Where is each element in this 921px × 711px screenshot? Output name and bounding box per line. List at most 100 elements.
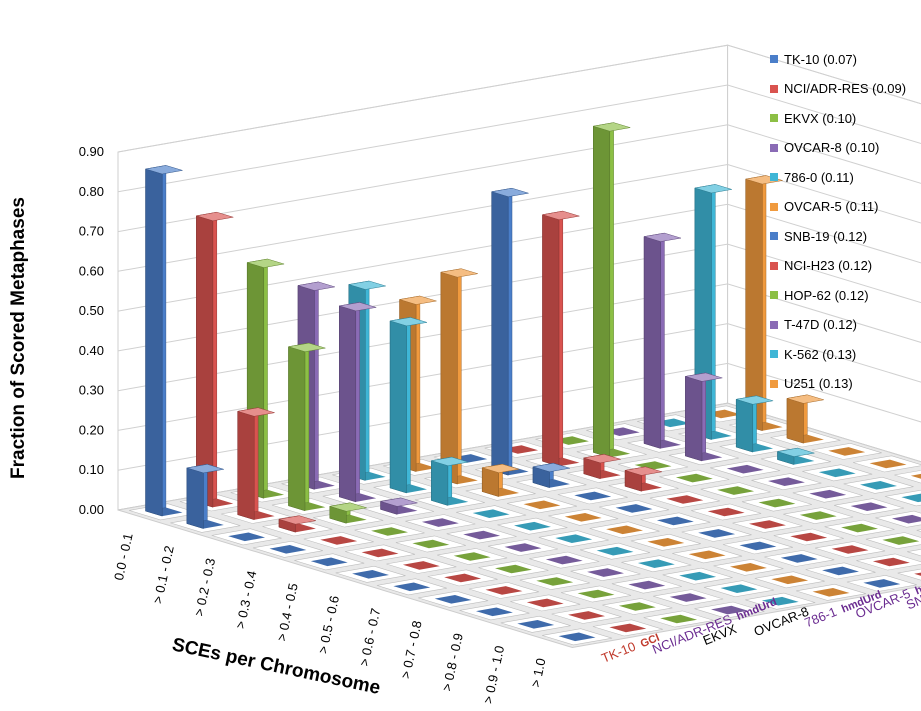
floor-swatch (526, 598, 564, 608)
floor-swatch (711, 605, 748, 615)
floor-swatch (517, 620, 555, 629)
floor-swatch (472, 509, 510, 518)
bar (685, 372, 723, 462)
gridline (117, 323, 921, 431)
legend-swatch (770, 232, 778, 240)
y-tick-label: 0.20 (79, 422, 104, 437)
legend-label: SNB-19 (0.12) (784, 228, 868, 244)
floor-swatch (495, 564, 532, 574)
floor-swatch (688, 550, 726, 560)
x-tick-label: > 0.2 - 0.3 (191, 557, 218, 618)
bar (186, 464, 224, 529)
floor-swatch (476, 607, 513, 617)
legend-item: EKVX (0.10) (770, 109, 856, 127)
gridline (117, 283, 921, 392)
floor-swatch (402, 561, 440, 570)
floor-swatch (730, 563, 767, 572)
floor-swatch (587, 568, 624, 577)
legend-swatch (770, 84, 778, 93)
floor-swatch (421, 518, 459, 527)
legend-item: T-47D (0.12) (770, 316, 857, 334)
y-tick-label: 0.80 (79, 184, 104, 199)
floor-swatch (371, 527, 408, 536)
bar (542, 210, 580, 467)
bar (593, 122, 631, 458)
legend-label: HOP-62 (0.12) (784, 287, 869, 303)
x-tick-label: 0.0 - 0.1 (111, 532, 136, 582)
floor-swatch (434, 595, 472, 604)
x-tick-label: > 0.5 - 0.6 (315, 594, 342, 655)
bar (431, 456, 469, 506)
bar (196, 211, 234, 508)
depth-tag: hmdUrd (913, 570, 921, 597)
legend-label: T-47D (0.12) (784, 317, 857, 332)
floor-tile (916, 529, 921, 532)
floor-swatch (666, 495, 704, 504)
y-tick-label: 0.10 (79, 462, 104, 477)
bar (288, 342, 326, 512)
floor-swatch (707, 507, 745, 517)
legend-swatch (770, 350, 778, 358)
y-tick-label: 0.00 (79, 502, 104, 517)
floor-swatch (656, 516, 694, 526)
floor-swatch (545, 555, 583, 565)
y-tick-label: 0.40 (79, 343, 104, 358)
legend-swatch (770, 379, 778, 388)
legend-label: NCI/ADR-RES (0.09) (784, 81, 907, 96)
floor-swatch (228, 532, 266, 542)
gridline (117, 84, 921, 193)
floor-swatch (872, 557, 910, 567)
legend-item: HOP-62 (0.12) (770, 286, 869, 304)
floor-swatch (698, 529, 736, 538)
x-tick-label: > 0.1 - 0.2 (150, 544, 177, 605)
floor-swatch (809, 489, 847, 499)
bar (745, 175, 783, 432)
floor-swatch (412, 539, 450, 549)
x-tick-label: > 0.9 - 1.0 (480, 644, 507, 705)
floor-swatch (831, 545, 869, 554)
bar (532, 462, 570, 489)
floor-swatch (850, 502, 888, 511)
legend-item: NCI/ADR-RES (0.09) (770, 80, 906, 98)
gridline (117, 243, 921, 352)
legend-label: U251 (0.13) (784, 376, 853, 391)
legend-item: TK-10 (0.07) (770, 50, 857, 68)
floor-swatch (749, 520, 786, 529)
floor-swatch (726, 464, 764, 474)
floor-swatch (914, 572, 921, 576)
floor-swatch (485, 586, 523, 595)
floor-swatch (606, 525, 643, 535)
floor-swatch (720, 584, 758, 593)
floor-swatch (574, 491, 612, 501)
floor-swatch (637, 559, 675, 568)
floor-swatch (393, 582, 431, 592)
y-axis: 0.00 0.10 0.20 0.30 0.40 0.50 0.60 0.70 0.80 0.90 (79, 144, 104, 517)
legend-label: K-562 (0.13) (784, 346, 857, 362)
floor-swatch (568, 611, 605, 620)
legend-swatch (770, 55, 778, 63)
floor-swatch (882, 536, 920, 545)
gridline (117, 163, 921, 272)
legend-swatch (770, 173, 778, 181)
legend-swatch (770, 291, 778, 299)
legend-label: EKVX (0.10) (784, 110, 857, 126)
gridline (117, 124, 921, 233)
floor-swatch (891, 514, 921, 524)
y-tick-label: 0.70 (79, 224, 104, 239)
floor-swatch (463, 530, 501, 540)
floor-swatch (609, 623, 647, 633)
bar (380, 497, 418, 515)
bar (145, 165, 183, 517)
bar (777, 447, 815, 465)
floor-tile (894, 470, 921, 484)
legend-label: OVCAR-8 (0.10) (784, 140, 880, 155)
bar (329, 502, 367, 524)
legend-swatch (770, 261, 778, 270)
bar (440, 268, 478, 485)
floor-swatch (361, 548, 399, 558)
y-tick-label: 0.50 (79, 303, 104, 318)
floor-swatch (269, 545, 307, 554)
bar (481, 463, 520, 497)
gridline (117, 362, 921, 471)
